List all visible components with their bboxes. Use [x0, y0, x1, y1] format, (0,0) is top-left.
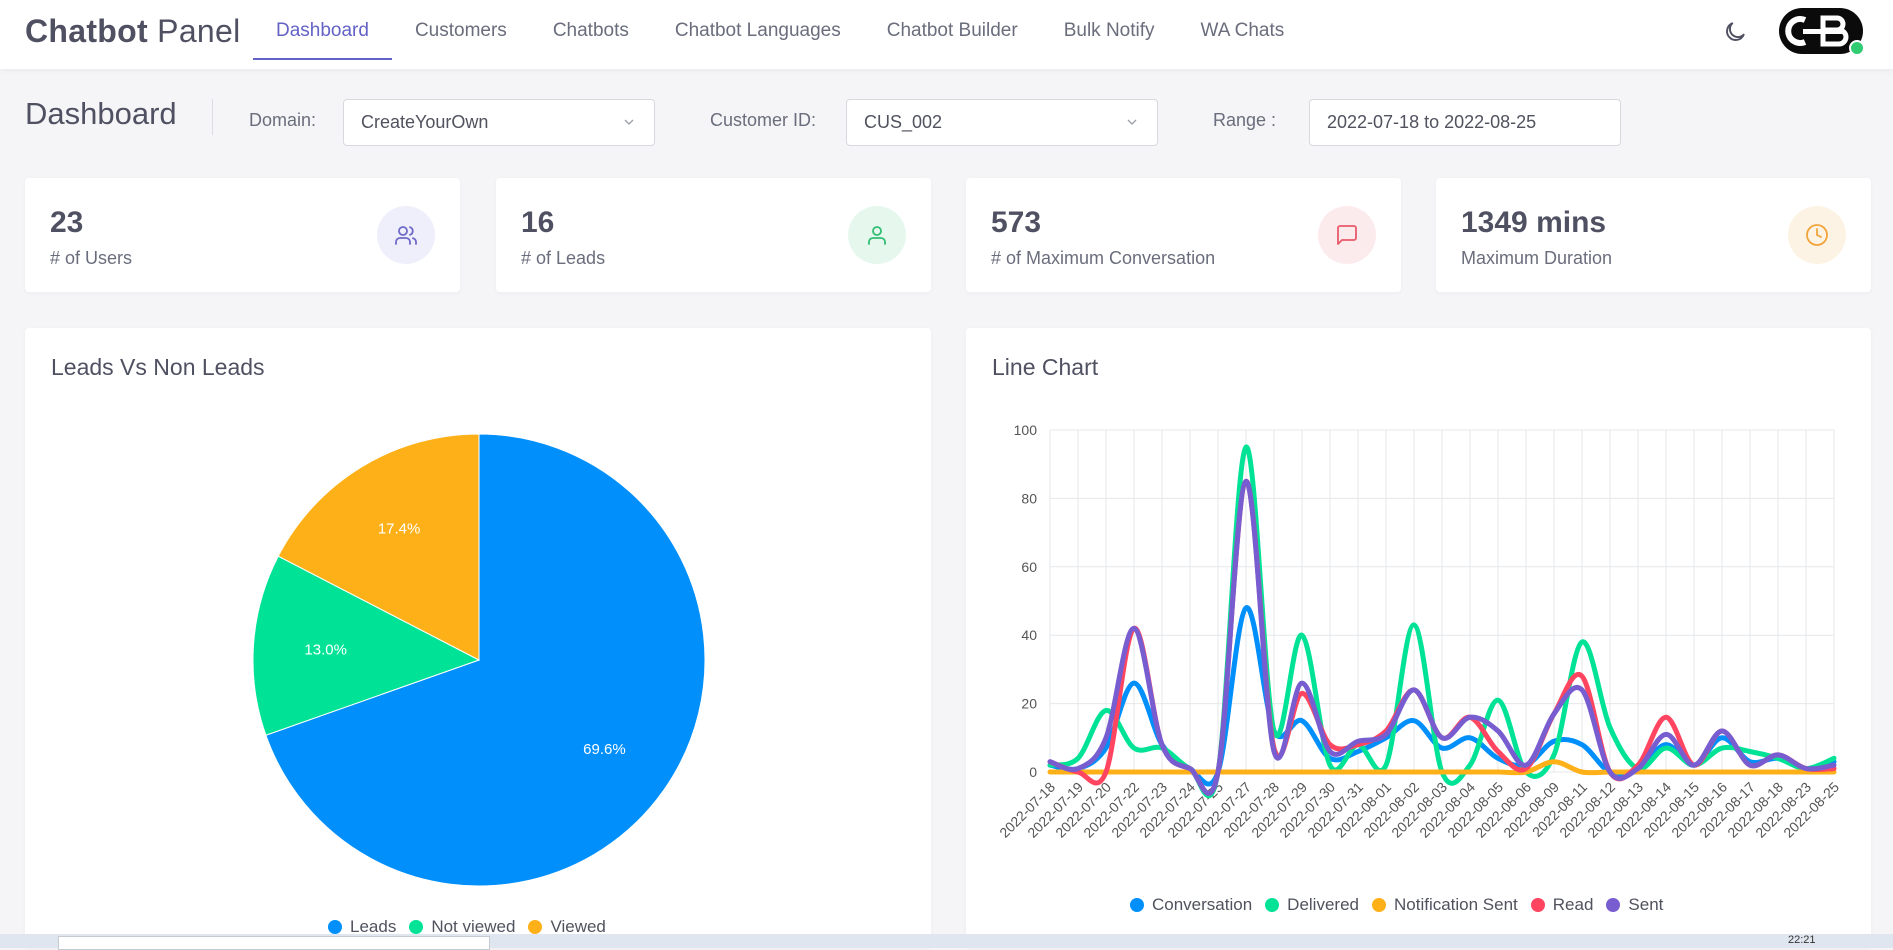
legend-dot	[528, 920, 543, 934]
legend-label: Conversation	[1152, 895, 1253, 914]
legend-item-delivered[interactable]: Delivered	[1265, 895, 1359, 915]
customer-id-value: CUS_002	[864, 112, 943, 132]
legend-label: Viewed	[550, 917, 606, 936]
leads-pie-card: Leads Vs Non Leads 69.6% 13.0% 17.4% Leads…	[25, 328, 931, 948]
y-tick-label: 60	[1021, 559, 1037, 575]
domain-value: CreateYourOwn	[361, 112, 489, 132]
line-chart-card: Line Chart 0 20 40 60 80 100 2022-07-18 2022-07…	[966, 328, 1871, 948]
series-line-sent	[1047, 478, 1837, 796]
pie-slice-label: 69.6%	[583, 741, 626, 758]
pie-slice-not-viewed	[252, 555, 481, 736]
nav-dashboard[interactable]: Dashboard	[253, 0, 392, 60]
legend-dot	[1130, 898, 1144, 912]
brand-logo[interactable]: Chatbot Panel	[25, 13, 241, 50]
range-label: Range :	[1213, 110, 1277, 130]
legend-item-conversation[interactable]: Conversation	[1130, 895, 1252, 915]
customer-id-select[interactable]: CUS_002	[846, 99, 1158, 146]
legend-dot	[1606, 898, 1621, 912]
pie-chart: 69.6% 13.0% 17.4%	[252, 433, 706, 887]
nav-chatbot-languages[interactable]: Chatbot Languages	[674, 20, 841, 41]
y-tick-label: 0	[1029, 764, 1037, 780]
stat-card-duration: 1349 mins Maximum Duration	[1436, 178, 1871, 292]
legend-label: Sent	[1628, 895, 1664, 914]
stat-label: # of Users	[50, 248, 133, 268]
stat-card-leads: 16 # of Leads	[496, 178, 931, 292]
nav-chatbot-builder[interactable]: Chatbot Builder	[886, 20, 1018, 41]
legend-dot	[1371, 898, 1386, 912]
stat-value: 573	[991, 206, 1042, 239]
legend-dot	[1265, 898, 1280, 912]
chevron-down-icon	[624, 119, 634, 125]
pie-slice-leads	[265, 433, 706, 887]
clock-icon	[1788, 206, 1846, 264]
domain-label: Domain:	[249, 110, 317, 130]
pie-slice-label: 17.4%	[378, 521, 421, 538]
domain-select[interactable]: CreateYourOwn	[343, 99, 655, 146]
moon-icon[interactable]	[1722, 19, 1748, 45]
online-status-dot	[1849, 40, 1865, 56]
logo-icon	[1785, 15, 1849, 47]
pie-title: Leads Vs Non Leads	[51, 354, 265, 380]
pie-slice-viewed	[277, 433, 480, 661]
nav-wa-chats[interactable]: WA Chats	[1200, 20, 1285, 41]
legend-dot	[1530, 898, 1545, 912]
taskbar-clock: 22:21	[1788, 934, 1816, 946]
user-icon	[848, 206, 906, 264]
brand-rest: Panel	[157, 13, 241, 49]
nav-customers[interactable]: Customers	[414, 20, 507, 41]
date-range-value: 2022-07-18 to 2022-08-25	[1327, 112, 1537, 132]
page-title: Dashboard	[25, 96, 177, 131]
y-tick-label: 100	[1014, 422, 1038, 438]
series-line-notification-sent	[1047, 759, 1837, 776]
legend-label: Read	[1552, 895, 1594, 914]
stat-value: 16	[521, 206, 555, 239]
pie-legend: Leads Not viewed Viewed	[328, 917, 619, 937]
customer-id-label: Customer ID:	[710, 110, 817, 130]
date-range-input[interactable]: 2022-07-18 to 2022-08-25	[1309, 99, 1621, 146]
y-tick-label: 80	[1021, 490, 1037, 506]
y-tick-label: 20	[1021, 696, 1037, 712]
avatar[interactable]	[1779, 8, 1863, 54]
stat-value: 23	[50, 206, 84, 239]
legend-item-viewed[interactable]: Viewed	[528, 917, 606, 937]
stat-label: # of Leads	[521, 248, 606, 268]
message-icon	[1318, 206, 1376, 264]
top-navbar: Chatbot Panel Dashboard Customers Chatbo…	[0, 0, 1893, 69]
chevron-down-icon	[1127, 119, 1137, 125]
legend-item-sent[interactable]: Sent	[1606, 895, 1663, 915]
stat-label: Maximum Duration	[1461, 248, 1613, 268]
legend-dot	[409, 920, 424, 934]
users-icon	[377, 206, 435, 264]
legend-label: Not viewed	[431, 917, 516, 936]
line-title: Line Chart	[992, 354, 1099, 380]
stat-label: # of Maximum Conversation	[991, 248, 1216, 268]
legend-item-not-viewed[interactable]: Not viewed	[409, 917, 515, 937]
line-chart: 0204060801002022-07-182022-07-192022-07-…	[996, 422, 1842, 841]
os-taskbar: 22:21	[0, 934, 1893, 950]
legend-item-leads[interactable]: Leads	[328, 917, 396, 937]
stat-value: 1349 mins	[1461, 206, 1607, 239]
nav-chatbots[interactable]: Chatbots	[552, 20, 629, 41]
nav-bulk-notify[interactable]: Bulk Notify	[1063, 20, 1155, 41]
stat-card-conversation: 573 # of Maximum Conversation	[966, 178, 1401, 292]
line-legend: Conversation Delivered Notification Sent…	[1130, 895, 1676, 915]
brand-bold: Chatbot	[25, 13, 148, 49]
pie-slice-label: 13.0%	[304, 641, 347, 658]
legend-dot	[328, 920, 342, 934]
legend-item-notification-sent[interactable]: Notification Sent	[1371, 895, 1518, 915]
main-nav: Dashboard Customers Chatbots Chatbot Lan…	[253, 0, 1307, 69]
legend-label: Leads	[350, 917, 397, 936]
legend-item-read[interactable]: Read	[1530, 895, 1594, 915]
y-tick-label: 40	[1021, 627, 1037, 643]
legend-label: Notification Sent	[1393, 895, 1518, 914]
stat-card-users: 23 # of Users	[25, 178, 460, 292]
title-divider	[212, 99, 213, 135]
legend-label: Delivered	[1287, 895, 1359, 914]
